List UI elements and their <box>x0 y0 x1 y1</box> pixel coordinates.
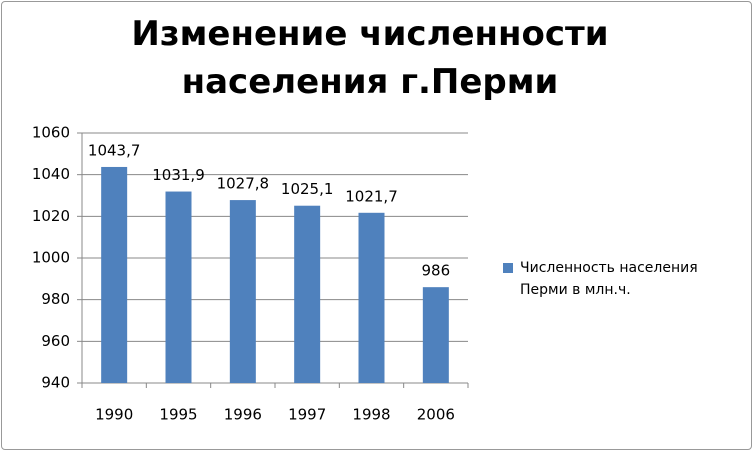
y-tick-label: 1060 <box>32 124 70 142</box>
value-label: 986 <box>422 262 451 280</box>
value-label: 1027,8 <box>217 175 270 193</box>
x-tick-label: 1998 <box>352 406 390 424</box>
value-label: 1025,1 <box>281 180 334 198</box>
y-tick-label: 1020 <box>32 207 70 225</box>
y-tick-label: 1040 <box>32 165 70 183</box>
x-tick-label: 1990 <box>95 406 133 424</box>
legend-label: Численность населения Перми в млн.ч. <box>520 260 698 298</box>
bar <box>229 200 256 383</box>
x-tick-label: 1995 <box>159 406 197 424</box>
y-tick-label: 980 <box>41 290 70 308</box>
value-label: 1031,9 <box>152 166 205 184</box>
x-tick-label: 1996 <box>224 406 262 424</box>
value-label: 1021,7 <box>345 187 398 205</box>
x-tick-label: 2006 <box>417 406 455 424</box>
bar <box>358 212 385 383</box>
bar <box>294 205 321 383</box>
bar <box>101 166 128 383</box>
y-tick-label: 940 <box>41 374 70 392</box>
legend-swatch <box>503 263 513 273</box>
x-tick-label: 1997 <box>288 406 326 424</box>
y-tick-label: 960 <box>41 332 70 350</box>
value-label: 1043,7 <box>88 141 141 159</box>
bar <box>422 287 449 383</box>
chart-title: Изменение численности населения г.Перми <box>131 14 609 102</box>
bar <box>165 191 192 383</box>
y-tick-label: 1000 <box>32 249 70 267</box>
